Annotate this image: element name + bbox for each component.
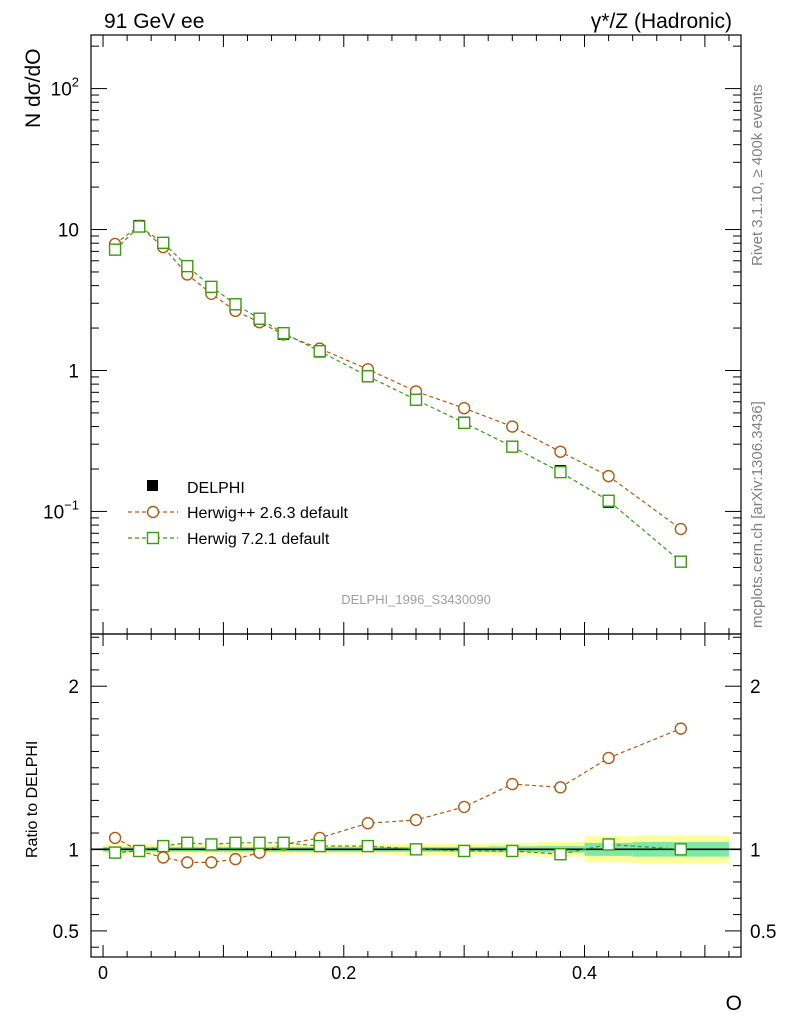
herwig7-point [108, 243, 122, 256]
herwig7-point [253, 312, 266, 325]
side-label-rivet: Rivet 3.1.10, ≥ 400k events [749, 84, 766, 266]
legend-label-herwig7: Herwig 7.2.1 default [187, 531, 330, 548]
ratio-herwig7-point [132, 844, 146, 858]
ratio-herwigpp-point [361, 817, 375, 830]
ratio-herwig7-point [554, 848, 567, 861]
main-ytick-label: 10−1 [43, 497, 79, 523]
herwig7-point [554, 465, 567, 479]
ratio-herwigpp-point [157, 851, 170, 864]
herwig7-point [409, 393, 423, 406]
ratio-herwigpp-point [674, 722, 688, 735]
ratio-ylabel: Ratio to DELPHI [24, 741, 41, 858]
ratio-herwigpp-point [602, 751, 615, 765]
main-ytick-label: 10 [58, 221, 79, 242]
ratio-herwig7-point [674, 843, 688, 856]
ratio-ytick-label-right: 1 [750, 840, 761, 861]
ratio-herwig7-point [506, 844, 519, 858]
ratio-herwigpp-point [181, 856, 194, 869]
herwigpp-point [674, 522, 688, 536]
herwig7-point [361, 370, 375, 383]
herwig7-point [674, 555, 688, 568]
herwig7-point [313, 345, 326, 358]
ratio-herwig7-point [253, 836, 266, 850]
ratio-frame [90, 633, 742, 958]
herwigpp-point [602, 469, 615, 483]
herwig7-point [229, 298, 242, 311]
legend: DELPHI Herwig++ 2.6.3 default Herwig 7.2… [128, 480, 349, 548]
herwig7-point [277, 326, 290, 340]
herwig7-point [457, 416, 471, 430]
ratio-ytick-label: 2 [68, 677, 79, 698]
ratio-herwig7-point [277, 836, 290, 850]
legend-marker-delphi [147, 480, 158, 491]
ratio-herwigpp-point [457, 800, 471, 814]
herwigpp-point [457, 401, 471, 415]
ratio-herwigpp-point [205, 856, 218, 869]
x-axis-label: O [726, 992, 742, 1015]
herwig7-point [506, 440, 519, 453]
ratio-herwig7-point [108, 846, 122, 859]
herwigpp-point [506, 420, 519, 433]
ratio-herwig7-point [181, 836, 194, 850]
herwig7-point [181, 259, 194, 273]
legend-marker-herwig7 [146, 531, 160, 545]
ratio-herwig7-line [115, 842, 681, 855]
ratio-ytick-label: 0.5 [53, 922, 79, 943]
herwig7-point [157, 236, 170, 250]
ratio-herwig7-point [457, 844, 471, 858]
ratio-ytick-label: 1 [68, 840, 79, 861]
ratio-herwig7-point [205, 838, 218, 851]
ratio-herwig7-point [361, 839, 375, 853]
herwigpp-point [554, 445, 567, 458]
ratio-herwig7-point [313, 839, 326, 853]
herwig7-point [205, 280, 218, 294]
main-ytick-label: 1 [68, 361, 79, 382]
ratio-herwig7-point [157, 839, 170, 853]
herwig7-point [132, 220, 146, 233]
ratio-herwig7-point [229, 836, 242, 850]
header-left: 91 GeV ee [104, 10, 204, 33]
ratio-ytick-label-right: 2 [750, 677, 761, 698]
ratio-herwigpp-point [506, 777, 519, 791]
analysis-watermark: DELPHI_1996_S3430090 [341, 592, 491, 607]
herwig7-line [114, 225, 682, 563]
ratio-herwigpp-point [409, 813, 423, 827]
ratio-herwigpp-point [229, 852, 242, 866]
ratio-herwigpp-point [108, 831, 122, 845]
side-label-mcplots: mcplots.cern.ch [arXiv:1306.3436] [749, 401, 766, 628]
main-plot: 10−1 1 10 102 [43, 34, 742, 635]
x-tick-label: 0.4 [572, 963, 597, 983]
ratio-herwigpp-line [114, 728, 682, 863]
ratio-plot: 0 0.2 0.4 0.5 0.5 1 1 2 2 [53, 633, 776, 983]
ratio-herwig7-point [602, 838, 615, 851]
ratio-herwig7-point [409, 843, 423, 856]
herwig7-point [602, 494, 615, 507]
x-tick-label: 0.2 [331, 963, 356, 983]
x-tick-label: 0 [98, 963, 108, 983]
legend-label-herwigpp: Herwig++ 2.6.3 default [187, 505, 349, 522]
ratio-herwigpp-point [554, 781, 567, 794]
main-ylabel: N dσ/dO [22, 49, 45, 129]
legend-label-delphi: DELPHI [187, 480, 245, 497]
ratio-ytick-label-right: 0.5 [750, 922, 776, 943]
header-right: γ*/Z (Hadronic) [591, 10, 732, 33]
main-ytick-label: 102 [51, 75, 79, 101]
legend-marker-herwigpp [146, 505, 160, 519]
